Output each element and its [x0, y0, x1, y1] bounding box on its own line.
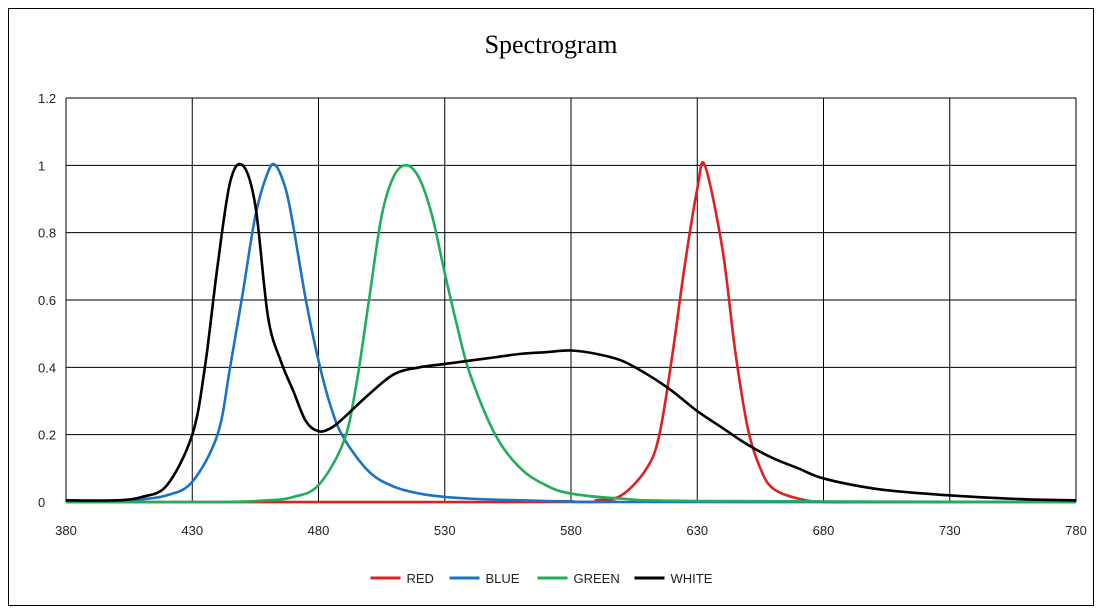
y-tick-label: 0.2	[38, 428, 56, 443]
legend-label-green: GREEN	[574, 571, 620, 586]
x-tick-label: 680	[813, 523, 835, 538]
y-tick-label: 0.6	[38, 293, 56, 308]
legend-label-white: WHITE	[671, 571, 713, 586]
y-tick-label: 0.4	[38, 360, 56, 375]
y-tick-label: 1	[38, 158, 45, 173]
y-tick-label: 0	[38, 495, 45, 510]
legend-label-red: RED	[407, 571, 434, 586]
series-line-blue	[65, 162, 1077, 504]
y-axis-ticks: 0 0.2 0.4 0.6 0.8 1 1.2	[38, 91, 56, 510]
x-tick-label: 480	[308, 523, 330, 538]
chart-title: Spectrogram	[484, 30, 618, 59]
x-axis-ticks: 380 430 480 530 580 630 680 730 780	[55, 523, 1087, 538]
legend: RED BLUE GREEN WHITE	[370, 571, 713, 586]
x-tick-label: 530	[434, 523, 456, 538]
series-line-white	[65, 162, 1077, 502]
chart-frame	[8, 8, 1094, 606]
y-tick-label: 1.2	[38, 91, 56, 106]
x-tick-label: 630	[686, 523, 708, 538]
x-tick-label: 430	[181, 523, 203, 538]
x-tick-label: 580	[560, 523, 582, 538]
legend-label-blue: BLUE	[486, 571, 520, 586]
x-tick-label: 730	[939, 523, 961, 538]
y-tick-label: 0.8	[38, 226, 56, 241]
series-line-green	[65, 163, 1077, 504]
x-tick-label: 380	[55, 523, 77, 538]
series-lines	[65, 161, 1077, 504]
x-tick-label: 780	[1065, 523, 1087, 538]
grid-lines	[65, 97, 1077, 503]
